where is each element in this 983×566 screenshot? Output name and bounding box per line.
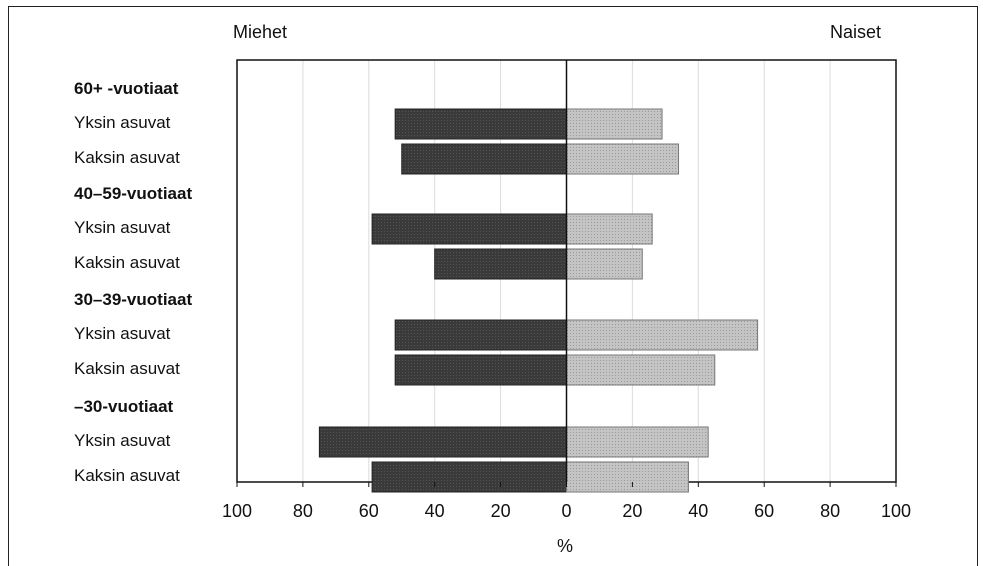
- group-label: 60+ -vuotiaat: [74, 79, 179, 98]
- bar-men: [394, 108, 567, 140]
- row-label: Kaksin asuvat: [74, 466, 180, 485]
- bar-women: [566, 248, 643, 280]
- bar-women: [566, 461, 689, 493]
- x-tick-label: 40: [425, 501, 445, 521]
- group-label: –30-vuotiaat: [74, 397, 174, 416]
- bar-women: [566, 108, 663, 140]
- x-tick-label: 20: [491, 501, 511, 521]
- bar-women: [566, 143, 680, 175]
- x-tick-label: 0: [561, 501, 571, 521]
- bar-men: [394, 354, 567, 386]
- right-side-label: Naiset: [830, 22, 882, 42]
- x-tick-label: 100: [881, 501, 911, 521]
- bar-men: [371, 461, 567, 493]
- left-side-label: Miehet: [233, 22, 288, 42]
- bar-men: [318, 426, 567, 458]
- bar-women: [566, 319, 759, 351]
- bar-men: [401, 143, 567, 175]
- row-label: Kaksin asuvat: [74, 148, 180, 167]
- x-tick-label: 20: [622, 501, 642, 521]
- row-label: Kaksin asuvat: [74, 253, 180, 272]
- bar-women: [566, 213, 653, 245]
- bar-men: [434, 248, 568, 280]
- x-tick-label: 40: [688, 501, 708, 521]
- bar-men: [394, 319, 567, 351]
- x-tick-label: 80: [820, 501, 840, 521]
- group-label: 40–59-vuotiaat: [74, 184, 193, 203]
- group-label: 30–39-vuotiaat: [74, 290, 193, 309]
- row-label: Yksin asuvat: [74, 324, 171, 343]
- x-tick-label: 60: [754, 501, 774, 521]
- row-label: Yksin asuvat: [74, 218, 171, 237]
- x-tick-label: 60: [359, 501, 379, 521]
- x-tick-label: 80: [293, 501, 313, 521]
- x-tick-label: 100: [222, 501, 252, 521]
- bar-men: [371, 213, 567, 245]
- row-label: Yksin asuvat: [74, 431, 171, 450]
- row-label: Kaksin asuvat: [74, 359, 180, 378]
- bar-women: [566, 426, 709, 458]
- bar-women: [566, 354, 716, 386]
- x-axis-unit-label: %: [557, 536, 574, 556]
- row-label: Yksin asuvat: [74, 113, 171, 132]
- chart-frame: [8, 6, 978, 566]
